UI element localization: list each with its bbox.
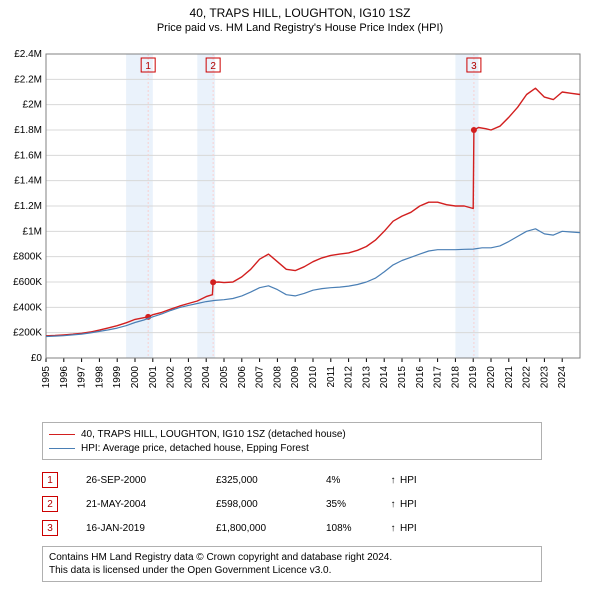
svg-text:1999: 1999 bbox=[112, 366, 123, 389]
svg-text:2003: 2003 bbox=[183, 366, 194, 389]
svg-text:2022: 2022 bbox=[522, 366, 533, 389]
svg-text:£1M: £1M bbox=[23, 226, 42, 237]
event-price-1: £325,000 bbox=[216, 475, 326, 486]
event-diff-2: 35% bbox=[326, 499, 386, 510]
svg-text:£1.8M: £1.8M bbox=[14, 125, 42, 136]
event-price-3: £1,800,000 bbox=[216, 523, 326, 534]
svg-text:2006: 2006 bbox=[237, 366, 248, 389]
svg-text:2016: 2016 bbox=[415, 366, 426, 389]
event-marker-3: 3 bbox=[42, 520, 58, 536]
attribution-footer: Contains HM Land Registry data © Crown c… bbox=[42, 546, 542, 582]
svg-text:£1.6M: £1.6M bbox=[14, 150, 42, 161]
svg-text:2004: 2004 bbox=[201, 366, 212, 389]
chart-area: £0 £200K £400K £600K £800K £1M £1.2M £1.4M £1.6M… bbox=[0, 38, 600, 418]
legend-item-subject: 40, TRAPS HILL, LOUGHTON, IG10 1SZ (deta… bbox=[49, 427, 535, 441]
event-marker-2: 2 bbox=[42, 496, 58, 512]
event-tag-3: HPI bbox=[400, 523, 440, 534]
svg-text:2017: 2017 bbox=[433, 366, 444, 389]
event-marker-1: 1 bbox=[42, 472, 58, 488]
arrow-up-icon: ↑ bbox=[386, 499, 400, 510]
svg-text:1997: 1997 bbox=[77, 366, 88, 389]
event-date-2: 21-MAY-2004 bbox=[86, 499, 216, 510]
event-price-2: £598,000 bbox=[216, 499, 326, 510]
svg-text:£1.2M: £1.2M bbox=[14, 201, 42, 212]
svg-text:£2.2M: £2.2M bbox=[14, 74, 42, 85]
svg-text:3: 3 bbox=[471, 61, 477, 72]
svg-text:£200K: £200K bbox=[13, 328, 42, 339]
legend-label-hpi: HPI: Average price, detached house, Eppi… bbox=[81, 443, 309, 454]
arrow-up-icon: ↑ bbox=[386, 475, 400, 486]
svg-text:2008: 2008 bbox=[272, 366, 283, 389]
svg-text:1998: 1998 bbox=[94, 366, 105, 389]
svg-text:2019: 2019 bbox=[468, 366, 479, 389]
legend: 40, TRAPS HILL, LOUGHTON, IG10 1SZ (deta… bbox=[42, 422, 542, 460]
svg-text:£800K: £800K bbox=[13, 252, 42, 263]
svg-text:2014: 2014 bbox=[379, 366, 390, 389]
event-tag-2: HPI bbox=[400, 499, 440, 510]
legend-swatch-hpi bbox=[49, 448, 75, 449]
svg-text:2000: 2000 bbox=[130, 366, 141, 389]
arrow-up-icon: ↑ bbox=[386, 523, 400, 534]
svg-text:2012: 2012 bbox=[344, 366, 355, 389]
event-date-3: 16-JAN-2019 bbox=[86, 523, 216, 534]
legend-item-hpi: HPI: Average price, detached house, Eppi… bbox=[49, 441, 535, 455]
legend-label-subject: 40, TRAPS HILL, LOUGHTON, IG10 1SZ (deta… bbox=[81, 429, 346, 440]
svg-text:1995: 1995 bbox=[41, 366, 52, 389]
svg-text:£1.4M: £1.4M bbox=[14, 176, 42, 187]
chart-subtitle: Price paid vs. HM Land Registry's House … bbox=[0, 22, 600, 34]
event-diff-3: 108% bbox=[326, 523, 386, 534]
svg-text:2001: 2001 bbox=[148, 366, 159, 389]
svg-text:2023: 2023 bbox=[539, 366, 550, 389]
svg-text:2009: 2009 bbox=[290, 366, 301, 389]
svg-text:£2.4M: £2.4M bbox=[14, 49, 42, 60]
svg-text:2007: 2007 bbox=[255, 366, 266, 389]
svg-text:2021: 2021 bbox=[504, 366, 515, 389]
svg-text:1: 1 bbox=[145, 61, 151, 72]
event-row-2: 2 21-MAY-2004 £598,000 35% ↑ HPI bbox=[42, 492, 542, 516]
svg-text:2020: 2020 bbox=[486, 366, 497, 389]
event-row-3: 3 16-JAN-2019 £1,800,000 108% ↑ HPI bbox=[42, 516, 542, 540]
events-table: 1 26-SEP-2000 £325,000 4% ↑ HPI 2 21-MAY… bbox=[42, 468, 542, 540]
event-date-1: 26-SEP-2000 bbox=[86, 475, 216, 486]
svg-text:2010: 2010 bbox=[308, 366, 319, 389]
event-row-1: 1 26-SEP-2000 £325,000 4% ↑ HPI bbox=[42, 468, 542, 492]
line-chart-svg: £0 £200K £400K £600K £800K £1M £1.2M £1.4M £1.6M… bbox=[0, 38, 600, 418]
svg-text:2024: 2024 bbox=[557, 366, 568, 389]
event-diff-1: 4% bbox=[326, 475, 386, 486]
svg-text:2011: 2011 bbox=[326, 366, 337, 388]
svg-text:£600K: £600K bbox=[13, 277, 42, 288]
svg-text:2005: 2005 bbox=[219, 366, 230, 389]
legend-swatch-subject bbox=[49, 434, 75, 435]
svg-text:2013: 2013 bbox=[361, 366, 372, 389]
svg-text:2018: 2018 bbox=[450, 366, 461, 389]
svg-text:£0: £0 bbox=[31, 353, 43, 364]
svg-text:£2M: £2M bbox=[23, 100, 42, 111]
svg-text:2: 2 bbox=[210, 61, 216, 72]
svg-text:£400K: £400K bbox=[13, 302, 42, 313]
svg-text:2015: 2015 bbox=[397, 366, 408, 389]
footer-line-2: This data is licensed under the Open Gov… bbox=[49, 564, 535, 577]
footer-line-1: Contains HM Land Registry data © Crown c… bbox=[49, 551, 535, 564]
svg-text:1996: 1996 bbox=[59, 366, 70, 389]
svg-text:2002: 2002 bbox=[166, 366, 177, 389]
event-tag-1: HPI bbox=[400, 475, 440, 486]
chart-title: 40, TRAPS HILL, LOUGHTON, IG10 1SZ bbox=[0, 6, 600, 20]
